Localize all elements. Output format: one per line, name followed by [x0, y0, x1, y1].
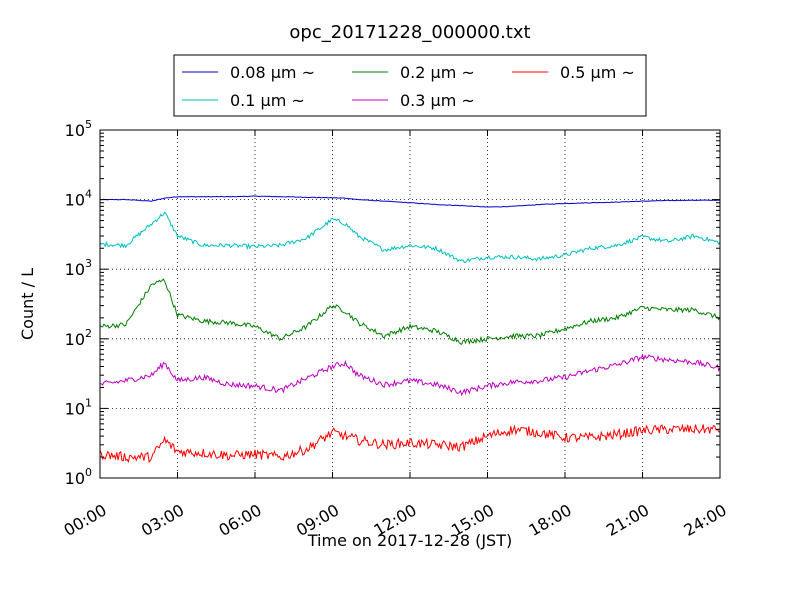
series-line-2 [99, 211, 721, 264]
x-tick-label: 06:00 [215, 500, 264, 540]
x-axis-label: Time on 2017-12-28 (JST) [307, 531, 512, 550]
x-tick-label: 03:00 [138, 500, 187, 540]
grid [99, 129, 721, 479]
y-axis-label: Count / L [18, 268, 37, 340]
y-tick-label: 100 [65, 466, 92, 488]
series-line-1 [99, 195, 721, 208]
x-tick-label: 18:00 [525, 500, 574, 540]
legend-label: 0.1 μm ~ [230, 91, 305, 110]
legend-label: 0.08 μm ~ [230, 63, 315, 82]
legend-label: 0.3 μm ~ [400, 91, 475, 110]
legend-box [173, 54, 647, 117]
y-axis: 100 101 102 103 104 105 [65, 118, 720, 488]
x-tick-label: 24:00 [680, 500, 729, 540]
series-line-4 [99, 353, 721, 397]
y-tick-label: 102 [65, 327, 92, 349]
series-line-3 [99, 278, 721, 345]
y-tick-label: 103 [65, 257, 92, 279]
y-tick-label: 104 [65, 188, 92, 210]
legend-label: 0.5 μm ~ [560, 63, 635, 82]
chart-title: opc_20171228_000000.txt [289, 22, 530, 43]
series-line-5 [99, 423, 721, 464]
legend-label: 0.2 μm ~ [400, 63, 475, 82]
x-tick-label: 21:00 [603, 500, 652, 540]
y-tick-label: 105 [65, 118, 92, 140]
legend: 0.08 μm ~ 0.1 μm ~ 0.2 μm ~ 0.3 μm ~ 0.5 μm … [173, 54, 647, 117]
x-tick-label: 00:00 [60, 500, 109, 540]
y-tick-label: 101 [65, 396, 92, 418]
series-lines [99, 195, 721, 464]
